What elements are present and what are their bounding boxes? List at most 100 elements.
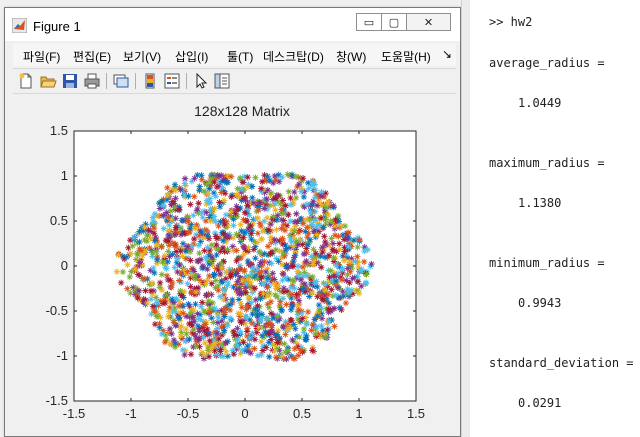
- star-marker: [215, 282, 222, 290]
- star-marker: [161, 252, 168, 259]
- star-marker: [254, 267, 261, 274]
- menu-tools[interactable]: 툴(T): [227, 50, 254, 64]
- star-marker: [151, 320, 159, 328]
- star-marker: [215, 234, 223, 242]
- star-marker: [156, 199, 163, 207]
- star-marker: [237, 310, 244, 317]
- star-marker: [273, 255, 280, 262]
- star-marker: [279, 295, 287, 302]
- star-marker: [358, 266, 365, 273]
- open-file-icon[interactable]: [39, 72, 57, 90]
- star-marker: [302, 314, 309, 321]
- star-marker: [208, 241, 215, 249]
- star-marker: [187, 245, 194, 253]
- link-plot-icon[interactable]: [112, 72, 130, 90]
- star-marker: [322, 238, 329, 246]
- star-marker: [248, 227, 256, 234]
- title-bar[interactable]: Figure 1 ▭ ▢ ✕: [5, 8, 460, 41]
- star-marker: [340, 292, 347, 300]
- star-marker: [153, 248, 160, 256]
- menu-view[interactable]: 보기(V): [123, 50, 162, 64]
- star-marker: [173, 259, 180, 266]
- star-marker: [191, 318, 198, 325]
- save-icon[interactable]: [61, 72, 79, 90]
- star-marker: [257, 295, 264, 303]
- property-inspector-icon[interactable]: [213, 72, 231, 90]
- star-marker: [270, 213, 277, 220]
- star-marker: [219, 340, 227, 348]
- star-marker: [229, 243, 237, 250]
- star-marker: [293, 274, 300, 282]
- menu-desktop[interactable]: 데스크탑(D): [263, 50, 324, 64]
- star-marker: [232, 210, 239, 217]
- star-marker: [213, 339, 220, 346]
- star-marker: [244, 202, 251, 209]
- close-button[interactable]: ✕: [406, 13, 451, 31]
- star-marker: [136, 245, 143, 253]
- x-tick-label: -0.5: [177, 406, 199, 421]
- star-marker: [246, 281, 253, 289]
- star-marker: [159, 258, 166, 266]
- menu-insert[interactable]: 삽입(I): [175, 50, 209, 64]
- star-marker: [200, 234, 207, 242]
- star-marker: [285, 211, 292, 219]
- edit-plot-arrow-icon[interactable]: [192, 72, 210, 90]
- star-marker: [227, 173, 235, 180]
- star-marker: [198, 209, 205, 216]
- menu-window[interactable]: 창(W): [336, 50, 367, 64]
- star-marker: [213, 251, 220, 259]
- star-marker: [203, 181, 210, 188]
- command-window[interactable]: >> hw2 average_radius = 1.0449 maximum_r…: [470, 0, 640, 437]
- star-marker: [278, 306, 285, 313]
- star-marker: [280, 284, 288, 292]
- legend-icon[interactable]: [163, 72, 181, 90]
- star-marker: [236, 285, 243, 293]
- star-marker: [280, 221, 287, 229]
- star-marker: [238, 194, 245, 202]
- star-marker: [297, 286, 304, 293]
- star-marker: [176, 277, 183, 284]
- star-marker: [231, 332, 238, 339]
- panel-splitter[interactable]: [461, 0, 471, 437]
- y-tick-label: -1: [56, 348, 68, 363]
- star-marker: [292, 194, 300, 201]
- maximize-button[interactable]: ▢: [381, 13, 407, 31]
- star-marker: [240, 251, 248, 258]
- menu-overflow-icon[interactable]: ↘: [441, 47, 452, 61]
- star-marker: [247, 279, 254, 286]
- star-marker: [333, 248, 340, 255]
- star-marker: [135, 257, 143, 264]
- scatter-plot[interactable]: 128x128 Matrix -1.5 -1 -0.5 0 0.5 1 1.5 1.5 1 0.5…: [13, 94, 454, 430]
- star-marker: [158, 197, 165, 205]
- star-marker: [162, 263, 169, 271]
- star-marker: [244, 173, 251, 181]
- star-marker: [328, 317, 335, 324]
- star-marker: [258, 273, 265, 281]
- console-output-value: 1.0449: [518, 96, 562, 110]
- minimize-button[interactable]: ▭: [356, 13, 382, 31]
- console-output-name: minimum_radius =: [489, 256, 605, 270]
- star-marker: [172, 243, 180, 251]
- star-marker: [200, 208, 208, 215]
- star-marker: [184, 254, 192, 262]
- star-marker: [209, 299, 216, 307]
- menu-file[interactable]: 파일(F): [23, 50, 61, 64]
- figure-canvas[interactable]: 128x128 Matrix -1.5 -1 -0.5 0 0.5 1 1.5 1.5 1 0.5…: [13, 94, 454, 430]
- new-figure-icon[interactable]: [17, 72, 35, 90]
- star-marker: [198, 349, 206, 356]
- star-marker: [198, 176, 206, 183]
- star-marker: [221, 220, 228, 228]
- menu-edit[interactable]: 편집(E): [73, 50, 112, 64]
- star-marker: [176, 317, 183, 324]
- menu-help[interactable]: 도움말(H): [381, 50, 431, 64]
- print-icon[interactable]: [83, 72, 101, 90]
- star-marker: [330, 254, 337, 262]
- star-marker: [178, 245, 185, 252]
- star-marker: [226, 314, 234, 322]
- matlab-icon: [12, 18, 27, 33]
- star-marker: [264, 251, 272, 259]
- colorbar-icon[interactable]: [141, 72, 159, 90]
- star-marker: [169, 279, 176, 287]
- star-marker: [321, 292, 329, 299]
- star-marker: [184, 213, 191, 220]
